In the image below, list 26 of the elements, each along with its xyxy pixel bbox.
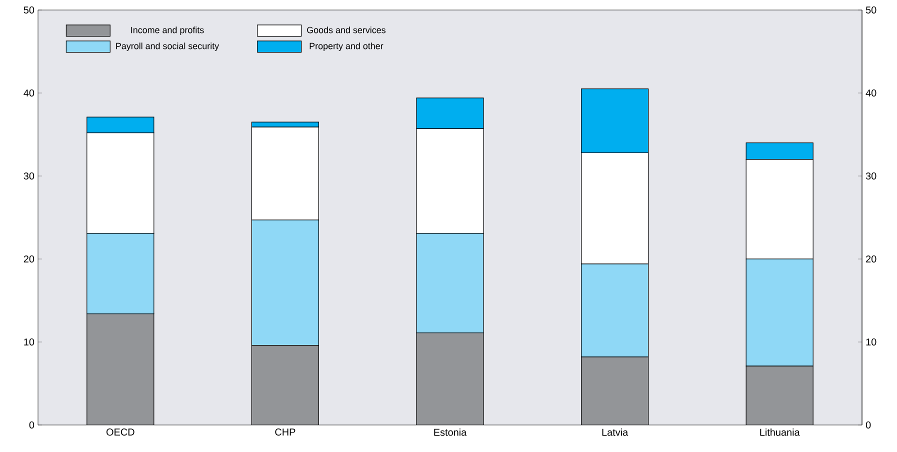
legend-label: Property and other xyxy=(310,42,384,51)
y-tick-label: 20 xyxy=(24,255,34,263)
y2-tick-label: 0 xyxy=(866,421,871,429)
bar xyxy=(746,366,814,425)
legend-label: Payroll and social security xyxy=(116,42,220,51)
legend-label: Income and profits xyxy=(131,26,204,35)
bar xyxy=(416,332,484,425)
legend-label: Goods and services xyxy=(307,26,386,34)
x-tick-label: OECD xyxy=(106,428,134,436)
y2-tick-label: 30 xyxy=(866,172,876,180)
y2-tick-label: 50 xyxy=(866,6,876,14)
bar xyxy=(86,313,154,425)
y-tick-label: 0 xyxy=(29,421,34,429)
bar xyxy=(251,345,320,425)
y-tick-label: 40 xyxy=(24,89,34,97)
x-tick-label: Estonia xyxy=(434,428,467,436)
y-tick-label: 10 xyxy=(24,338,34,346)
y-tick-label: 30 xyxy=(24,172,34,180)
x-tick-label: Latvia xyxy=(602,428,628,436)
y-tick-label: 50 xyxy=(24,6,34,14)
bar xyxy=(581,356,649,425)
x-tick-label: CHP xyxy=(275,428,296,436)
y2-tick-label: 40 xyxy=(866,89,876,97)
x-tick-label: Lithuania xyxy=(760,428,800,436)
y2-tick-label: 10 xyxy=(866,338,876,346)
y2-tick-label: 20 xyxy=(866,255,876,263)
